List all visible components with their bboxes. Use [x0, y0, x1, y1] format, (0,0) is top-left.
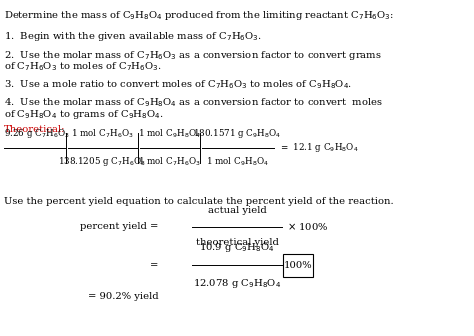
Text: 12.078 g C$_9$H$_8$O$_4$: 12.078 g C$_9$H$_8$O$_4$	[193, 277, 281, 290]
Text: $=$ 12.1 g C$_9$H$_8$O$_4$: $=$ 12.1 g C$_9$H$_8$O$_4$	[279, 141, 358, 154]
Text: = 90.2% yield: = 90.2% yield	[88, 292, 159, 301]
Text: 1.  Begin with the given available mass of C$_7$H$_6$O$_3$.: 1. Begin with the given available mass o…	[4, 30, 262, 43]
Text: Determine the mass of C$_9$H$_8$O$_4$ produced from the limiting reactant C$_7$H: Determine the mass of C$_9$H$_8$O$_4$ pr…	[4, 9, 394, 23]
Text: =: =	[150, 261, 159, 270]
Text: 1 mol C$_9$H$_8$O$_4$: 1 mol C$_9$H$_8$O$_4$	[138, 128, 201, 140]
Text: 3.  Use a mole ratio to convert moles of C$_7$H$_6$O$_3$ to moles of C$_9$H$_8$O: 3. Use a mole ratio to convert moles of …	[4, 78, 352, 91]
Text: of C$_9$H$_8$O$_4$ to grams of C$_9$H$_8$O$_4$.: of C$_9$H$_8$O$_4$ to grams of C$_9$H$_8…	[4, 108, 164, 121]
Text: 4.  Use the molar mass of C$_9$H$_8$O$_4$ as a conversion factor to convert  mol: 4. Use the molar mass of C$_9$H$_8$O$_4$…	[4, 96, 383, 109]
Text: 138.1205 g C$_7$H$_6$O$_3$: 138.1205 g C$_7$H$_6$O$_3$	[58, 155, 146, 168]
Text: percent yield =: percent yield =	[81, 222, 159, 231]
Text: 10.9 g C$_9$H$_8$O$_4$: 10.9 g C$_9$H$_8$O$_4$	[199, 241, 275, 254]
Text: 9.26 g C$_7$H$_6$O$_3$: 9.26 g C$_7$H$_6$O$_3$	[4, 127, 70, 140]
Text: 1 mol C$_7$H$_6$O$_3$: 1 mol C$_7$H$_6$O$_3$	[71, 128, 134, 140]
Text: 1 mol C$_9$H$_8$O$_4$: 1 mol C$_9$H$_8$O$_4$	[206, 155, 269, 168]
Text: 1 mol C$_7$H$_6$O$_3$: 1 mol C$_7$H$_6$O$_3$	[138, 155, 201, 168]
Text: 100%: 100%	[284, 261, 312, 270]
Text: actual yield: actual yield	[208, 206, 266, 215]
Text: $\times$ 100%: $\times$ 100%	[287, 221, 328, 232]
Text: Use the percent yield equation to calculate the percent yield of the reaction.: Use the percent yield equation to calcul…	[4, 197, 393, 206]
Text: 2.  Use the molar mass of C$_7$H$_6$O$_3$ as a conversion factor to convert gram: 2. Use the molar mass of C$_7$H$_6$O$_3$…	[4, 49, 382, 62]
Text: theoretical yield: theoretical yield	[196, 238, 278, 247]
Text: 180.1571 g C$_9$H$_8$O$_4$: 180.1571 g C$_9$H$_8$O$_4$	[193, 127, 282, 140]
Text: of C$_7$H$_6$O$_3$ to moles of C$_7$H$_6$O$_3$.: of C$_7$H$_6$O$_3$ to moles of C$_7$H$_6…	[4, 60, 162, 73]
Text: Theoretical:: Theoretical:	[4, 125, 65, 134]
